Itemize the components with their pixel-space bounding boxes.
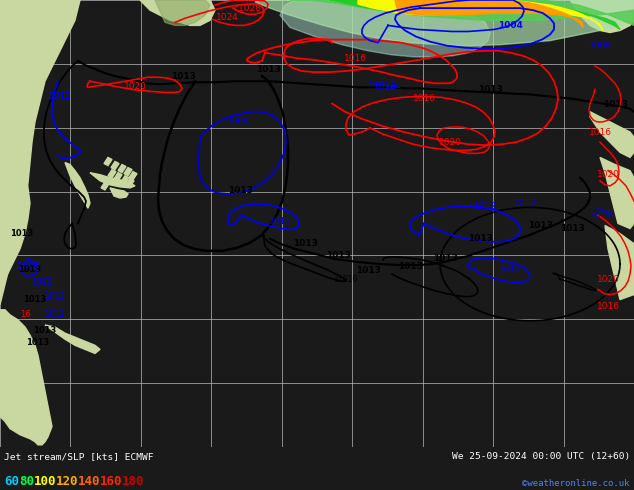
Text: We 25-09-2024 00:00 UTC (12+60): We 25-09-2024 00:00 UTC (12+60) bbox=[452, 452, 630, 461]
Text: 1024: 1024 bbox=[216, 13, 238, 22]
Text: 1012: 1012 bbox=[269, 217, 292, 226]
Polygon shape bbox=[108, 170, 116, 178]
Polygon shape bbox=[280, 0, 490, 57]
Text: c1028: c1028 bbox=[233, 3, 261, 13]
Text: 1013: 1013 bbox=[23, 295, 47, 304]
Text: 1020: 1020 bbox=[124, 82, 146, 91]
Text: 1004: 1004 bbox=[498, 21, 522, 30]
Text: 1013: 1013 bbox=[432, 254, 458, 264]
Polygon shape bbox=[570, 0, 634, 32]
Polygon shape bbox=[65, 163, 90, 208]
Polygon shape bbox=[0, 310, 52, 445]
Text: 1013: 1013 bbox=[10, 229, 34, 238]
Text: ©weatheronline.co.uk: ©weatheronline.co.uk bbox=[522, 479, 630, 488]
Polygon shape bbox=[0, 0, 80, 305]
Text: 1013: 1013 bbox=[292, 239, 318, 248]
Polygon shape bbox=[101, 182, 109, 190]
Text: 1013: 1013 bbox=[256, 65, 280, 74]
Text: 1013: 1013 bbox=[171, 72, 195, 81]
Text: 1008: 1008 bbox=[226, 118, 250, 126]
Text: 1013: 1013 bbox=[467, 234, 493, 243]
Text: 1012: 1012 bbox=[44, 310, 65, 319]
Polygon shape bbox=[118, 165, 126, 172]
Polygon shape bbox=[395, 0, 583, 27]
Polygon shape bbox=[590, 112, 634, 157]
Polygon shape bbox=[114, 172, 122, 181]
Text: 1012: 1012 bbox=[514, 198, 536, 208]
Polygon shape bbox=[605, 225, 634, 299]
Polygon shape bbox=[126, 179, 134, 187]
Text: 1020: 1020 bbox=[597, 170, 619, 179]
Text: 1013: 1013 bbox=[27, 338, 49, 347]
Text: 140: 140 bbox=[78, 475, 101, 488]
Text: 1016: 1016 bbox=[588, 127, 612, 137]
Polygon shape bbox=[600, 157, 634, 228]
Text: 1013: 1013 bbox=[356, 266, 380, 275]
Text: 1016: 1016 bbox=[413, 94, 436, 103]
Text: 1013: 1013 bbox=[560, 224, 585, 233]
Polygon shape bbox=[330, 0, 620, 29]
Polygon shape bbox=[111, 162, 119, 170]
Polygon shape bbox=[0, 142, 30, 294]
Text: 1012: 1012 bbox=[373, 82, 396, 91]
Text: 100: 100 bbox=[34, 475, 56, 488]
Text: 1013: 1013 bbox=[477, 85, 502, 94]
Text: 80: 80 bbox=[19, 475, 34, 488]
Text: 1013: 1013 bbox=[228, 186, 252, 196]
Text: 1012: 1012 bbox=[498, 265, 521, 273]
Text: 60: 60 bbox=[4, 475, 19, 488]
Text: 1012: 1012 bbox=[474, 202, 496, 211]
Text: 1016: 1016 bbox=[597, 302, 619, 311]
Polygon shape bbox=[140, 0, 215, 25]
Text: 1012: 1012 bbox=[32, 278, 53, 287]
Text: Jet stream/SLP [kts] ECMWF: Jet stream/SLP [kts] ECMWF bbox=[4, 452, 153, 461]
Text: 1020: 1020 bbox=[597, 275, 619, 284]
Text: 1012: 1012 bbox=[590, 211, 612, 220]
Polygon shape bbox=[290, 0, 634, 25]
Polygon shape bbox=[255, 0, 634, 46]
Text: 1016: 1016 bbox=[344, 54, 366, 63]
Text: 1013: 1013 bbox=[326, 251, 351, 261]
Polygon shape bbox=[121, 176, 129, 184]
Text: 1013: 1013 bbox=[602, 100, 628, 109]
Polygon shape bbox=[0, 0, 80, 25]
Text: 1008: 1008 bbox=[588, 41, 612, 50]
Text: 180: 180 bbox=[122, 475, 145, 488]
Polygon shape bbox=[155, 0, 210, 25]
Text: 1008: 1008 bbox=[16, 262, 39, 270]
Polygon shape bbox=[90, 172, 135, 188]
Polygon shape bbox=[124, 168, 132, 176]
Text: 1013: 1013 bbox=[34, 325, 56, 335]
Polygon shape bbox=[358, 0, 603, 30]
Text: 1013: 1013 bbox=[398, 262, 422, 270]
Text: 1020: 1020 bbox=[439, 138, 462, 147]
Text: 160: 160 bbox=[100, 475, 122, 488]
Polygon shape bbox=[580, 0, 615, 25]
Text: 1012: 1012 bbox=[44, 292, 65, 301]
Text: 120: 120 bbox=[56, 475, 79, 488]
Polygon shape bbox=[129, 172, 137, 180]
Text: 1012: 1012 bbox=[49, 92, 72, 101]
Text: 1013: 1013 bbox=[18, 265, 42, 273]
Polygon shape bbox=[110, 188, 128, 198]
Text: 1013: 1013 bbox=[527, 221, 552, 230]
Text: s1010: s1010 bbox=[334, 275, 358, 284]
Polygon shape bbox=[104, 157, 112, 166]
Polygon shape bbox=[45, 325, 100, 353]
Text: 16: 16 bbox=[20, 310, 30, 319]
